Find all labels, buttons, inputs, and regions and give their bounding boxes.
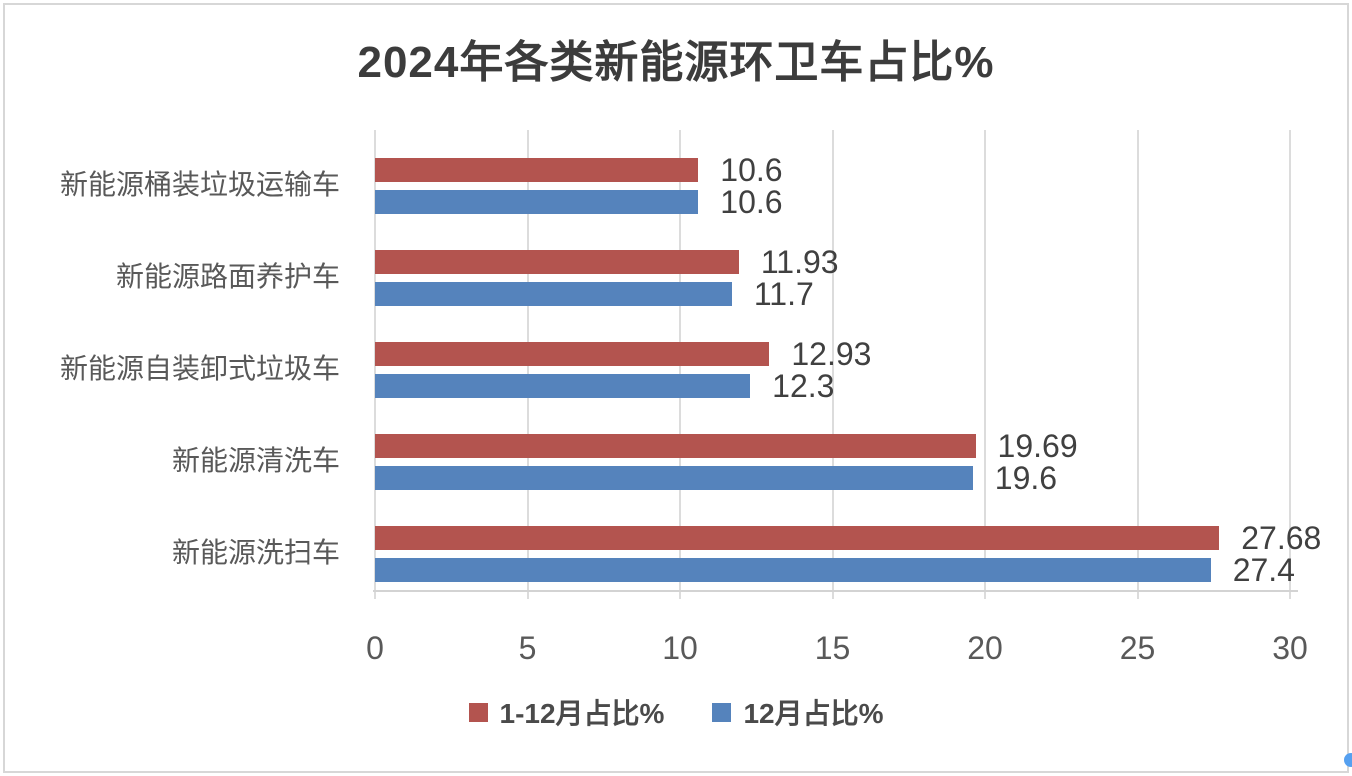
gridline — [1136, 130, 1139, 599]
bar-value-label: 27.68 — [1241, 520, 1322, 556]
bar-series-1-cat-0 — [375, 190, 699, 214]
bar-value-label: 12.93 — [791, 336, 872, 372]
bar-value-label: 10.6 — [720, 184, 783, 220]
x-axis-line — [373, 590, 1298, 592]
category-label: 新能源清洗车 — [171, 446, 340, 477]
bar-value-label: 27.4 — [1232, 552, 1295, 588]
bar-value-label: 11.93 — [760, 244, 839, 280]
legend-label: 12月占比% — [743, 698, 884, 729]
bar-value-label: 19.69 — [997, 428, 1078, 464]
bar-value-label: 19.6 — [994, 460, 1058, 496]
x-tick-label: 10 — [662, 630, 698, 666]
bar-value-label: 11.7 — [753, 276, 814, 312]
x-tick-label: 5 — [518, 630, 537, 666]
bar-series-1-cat-4 — [375, 558, 1211, 582]
chart-title: 2024年各类新能源环卫车占比% — [357, 38, 995, 87]
bar-series-1-cat-1 — [375, 282, 732, 306]
x-tick-label: 15 — [814, 630, 851, 666]
bar-series-0-cat-0 — [375, 158, 699, 182]
legend-swatch-icon — [468, 702, 488, 722]
bar-value-label: 10.6 — [720, 152, 783, 188]
x-tick-label: 20 — [967, 630, 1003, 666]
x-tick-label: 30 — [1272, 630, 1308, 666]
gridline — [831, 130, 834, 599]
x-tick-label: 25 — [1119, 630, 1156, 666]
bar-series-0-cat-3 — [375, 434, 976, 458]
legend: 1-12月占比% 12月占比% — [0, 694, 1352, 730]
bar-series-1-cat-3 — [375, 466, 973, 490]
gridline — [984, 130, 986, 599]
category-label: 新能源桶装垃圾运输车 — [59, 170, 340, 201]
bar-series-0-cat-2 — [375, 342, 770, 366]
legend-label: 1-12月占比% — [499, 698, 665, 729]
resize-handle[interactable] — [1344, 753, 1352, 767]
category-label: 新能源洗扫车 — [171, 538, 340, 569]
category-label: 新能源自装卸式垃圾车 — [59, 354, 340, 385]
x-tick-label: 0 — [366, 630, 384, 666]
bar-series-0-cat-4 — [375, 526, 1220, 550]
legend-item-0: 1-12月占比% — [468, 692, 665, 732]
legend-item-1: 12月占比% — [712, 692, 884, 732]
category-label: 新能源路面养护车 — [115, 262, 340, 293]
gridline — [1289, 130, 1291, 599]
bar-series-1-cat-2 — [375, 374, 751, 398]
bar-series-0-cat-1 — [375, 250, 739, 274]
legend-swatch-icon — [712, 702, 732, 722]
bar-value-label: 12.3 — [772, 368, 835, 404]
